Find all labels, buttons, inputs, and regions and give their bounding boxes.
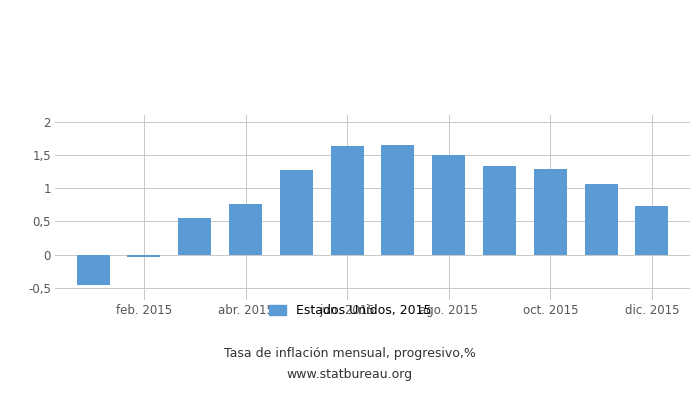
Text: www.statbureau.org: www.statbureau.org [287, 368, 413, 381]
Bar [636, 206, 668, 255]
Bar [534, 169, 567, 255]
Bar [330, 146, 363, 255]
Text: Tasa de inflación mensual, progresivo,%: Tasa de inflación mensual, progresivo,% [224, 348, 476, 360]
Legend: Estados Unidos, 2015: Estados Unidos, 2015 [269, 304, 431, 317]
Bar [483, 166, 516, 255]
Bar [127, 255, 160, 257]
Bar [432, 155, 466, 255]
Bar [178, 218, 211, 255]
Bar [584, 184, 617, 255]
Bar [280, 170, 313, 255]
Bar [382, 145, 414, 255]
Bar [229, 204, 262, 255]
Bar [76, 255, 110, 285]
